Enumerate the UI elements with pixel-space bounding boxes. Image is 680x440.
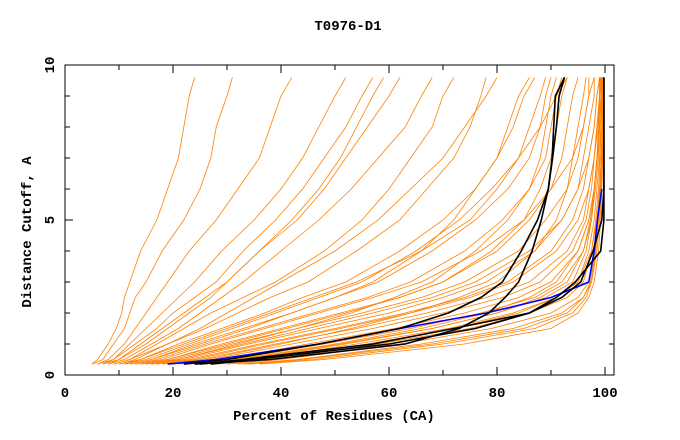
series-line-model-32: [135, 77, 595, 365]
series-line-model-40: [167, 77, 587, 365]
series-line-model-7: [118, 77, 487, 365]
series-line-model-8: [124, 77, 530, 365]
series-line-model-10: [135, 77, 563, 365]
series-line-model-33: [145, 77, 600, 365]
series-line-model-20: [205, 77, 603, 365]
series-line-black-2: [194, 77, 566, 365]
series-line-blue: [167, 188, 603, 365]
series-line-model-13: [151, 77, 595, 365]
series-line-model-29: [108, 77, 433, 365]
series-line-model-2: [91, 77, 233, 365]
axis-ticks: 0 20 40 60 80 100 0 5 10: [43, 57, 618, 402]
series-line-model-41: [199, 77, 602, 365]
series-line-model-42: [243, 77, 604, 365]
x-axis-label: Percent of Residues (CA): [233, 409, 435, 425]
series-line-model-24: [248, 77, 605, 365]
series-line-black-1: [183, 77, 566, 365]
series-line-model-9: [129, 77, 552, 365]
series-line-model-3: [97, 77, 293, 365]
x-tick-label: 60: [381, 386, 398, 402]
y-tick-label: 10: [43, 57, 59, 74]
series-line-model-16: [172, 77, 600, 365]
series-line-model-11: [140, 77, 579, 365]
y-axis-label: Distance Cutoff, A: [20, 156, 36, 308]
series-line-model-30: [102, 77, 384, 365]
series-line-model-37: [97, 77, 374, 365]
series-line-black-4: [210, 77, 605, 365]
series-line-model-1: [91, 77, 195, 365]
series-line-model-31: [124, 77, 568, 365]
series-line-model-4: [102, 77, 347, 365]
series-line-model-28: [113, 77, 498, 365]
series-line-model-18: [183, 77, 602, 365]
y-tick-label: 5: [43, 216, 59, 224]
series-group: [91, 77, 605, 365]
x-tick-label: 80: [489, 386, 506, 402]
y-tick-label: 0: [43, 371, 59, 379]
x-tick-label: 0: [61, 386, 69, 402]
x-tick-label: 40: [273, 386, 290, 402]
series-line-model-27: [129, 77, 536, 365]
series-line-model-6: [113, 77, 455, 365]
series-line-model-39: [151, 77, 557, 365]
series-line-model-34: [162, 77, 602, 365]
x-tick-label: 20: [165, 386, 182, 402]
chart-title: T0976-D1: [314, 19, 381, 35]
series-line-model-12: [145, 77, 590, 365]
series-line-model-35: [189, 77, 603, 365]
x-tick-label: 100: [592, 386, 617, 402]
